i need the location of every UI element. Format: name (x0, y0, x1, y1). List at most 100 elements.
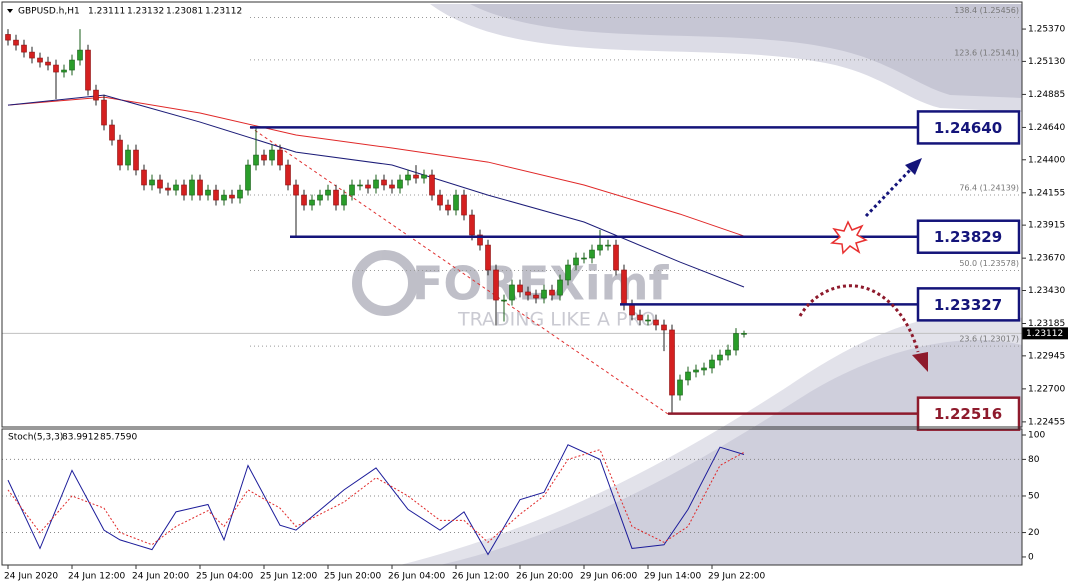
candle-body (685, 371, 691, 381)
y-tick-label: 1.24155 (1028, 188, 1065, 198)
candle-body (389, 184, 395, 189)
candle-body (661, 324, 667, 331)
candle-body (253, 154, 259, 166)
level-box (916, 110, 1021, 145)
y-tick-label: 1.23915 (1028, 221, 1065, 231)
level-label: 1.22516 (934, 405, 1002, 423)
stoch-signal-value: 85.7590 (100, 433, 137, 443)
level-box (916, 219, 1021, 254)
candle-body (157, 179, 163, 189)
stoch-title: Stoch(5,3,3) (8, 433, 63, 443)
stoch-main-value: 83.9912 (62, 433, 99, 443)
candle-body (629, 304, 635, 316)
candle-body (117, 139, 123, 166)
stoch-line (7, 444, 745, 556)
candle-body (61, 69, 67, 73)
candle-body (109, 124, 115, 141)
y-tick-label: 100 (1028, 431, 1045, 441)
moving-average (7, 96, 745, 237)
candle-body (693, 369, 699, 373)
candle-body (437, 194, 443, 206)
candle-body (373, 179, 379, 189)
candle-body (141, 169, 147, 186)
candle-body (5, 34, 11, 41)
candle-body (213, 189, 219, 201)
candle-body (357, 184, 363, 187)
candle-body (741, 333, 747, 335)
candle-body (309, 199, 315, 206)
fib-label: 50.0 (1.23578) (959, 259, 1019, 268)
header: GBPUSD.h,H1 1.23111 1.23132 1.23081 1.23… (7, 7, 242, 443)
shape (440, 340, 1022, 565)
watermark-logo (352, 250, 418, 316)
candle-body (613, 244, 619, 271)
candle-body (69, 59, 75, 71)
arrowhead (905, 158, 922, 175)
watermark-text: FOREXimf (412, 257, 670, 311)
y-tick-label: 1.24640 (1028, 123, 1065, 133)
candle-body (229, 194, 235, 199)
fib-label: 76.4 (1.24139) (959, 183, 1019, 192)
candle-body (53, 64, 59, 73)
level-box (916, 287, 1021, 322)
current-price-box (1022, 327, 1068, 340)
header-icon (7, 9, 13, 13)
candle-body (621, 269, 627, 306)
y-tick-label: 1.23185 (1028, 319, 1065, 329)
y-tick-label: 1.24400 (1028, 155, 1065, 165)
candle-body (469, 214, 475, 236)
stoch-panel-border (1, 428, 1023, 566)
candle-body (85, 49, 91, 91)
candle-body (581, 257, 587, 260)
candle-body (725, 349, 731, 356)
candle-body (709, 359, 715, 369)
candle-body (29, 51, 35, 59)
x-tick-label: 25 Jun 12:00 (260, 572, 317, 582)
arrow-up (864, 166, 914, 218)
y-tick-label: 1.22700 (1028, 384, 1065, 394)
candle-body (269, 149, 275, 161)
candle-body (461, 194, 467, 216)
y-tick-label: 1.25130 (1028, 57, 1065, 67)
fib-label: 23.6 (1.23017) (959, 335, 1019, 344)
y-tick-label: 1.23430 (1028, 286, 1065, 296)
x-tick-label: 26 Jun 12:00 (452, 572, 509, 582)
candle-body (93, 89, 99, 101)
candle-body (565, 264, 571, 281)
y-tick-label: 1.22945 (1028, 351, 1065, 361)
candle-body (605, 244, 611, 247)
candle-body (293, 184, 299, 196)
y-tick-label: 20 (1028, 528, 1040, 538)
header-high: 1.23132 (127, 7, 164, 17)
fib-label: 123.6 (1.25141) (954, 48, 1019, 57)
candle-body (589, 249, 595, 259)
level-box (916, 396, 1021, 431)
candle-body (645, 319, 651, 322)
candle-body (733, 333, 739, 351)
y-tick-label: 1.23670 (1028, 254, 1065, 264)
candle-body (365, 184, 371, 189)
burst (830, 220, 868, 255)
candle-body (445, 204, 451, 211)
candle-body (509, 284, 515, 301)
candle-body (477, 234, 483, 246)
header-title: GBPUSD.h,H1 (18, 7, 80, 17)
candle-body (541, 289, 547, 299)
candle-body (501, 299, 507, 302)
candle-body (341, 194, 347, 206)
candle-body (453, 194, 459, 211)
candle-body (701, 367, 707, 371)
candle-body (205, 189, 211, 196)
header-low: 1.23081 (166, 7, 203, 17)
candle-body (405, 174, 411, 181)
candle-body (285, 164, 291, 186)
x-tick-label: 25 Jun 20:00 (324, 572, 381, 582)
candle-body (325, 189, 331, 196)
candle-body (277, 149, 283, 166)
shape (470, 4, 1022, 98)
x-tick-label: 24 Jun 20:00 (132, 572, 189, 582)
candle-body (381, 179, 387, 186)
x-tick-label: 29 Jun 22:00 (708, 572, 765, 582)
candle-body (717, 354, 723, 361)
